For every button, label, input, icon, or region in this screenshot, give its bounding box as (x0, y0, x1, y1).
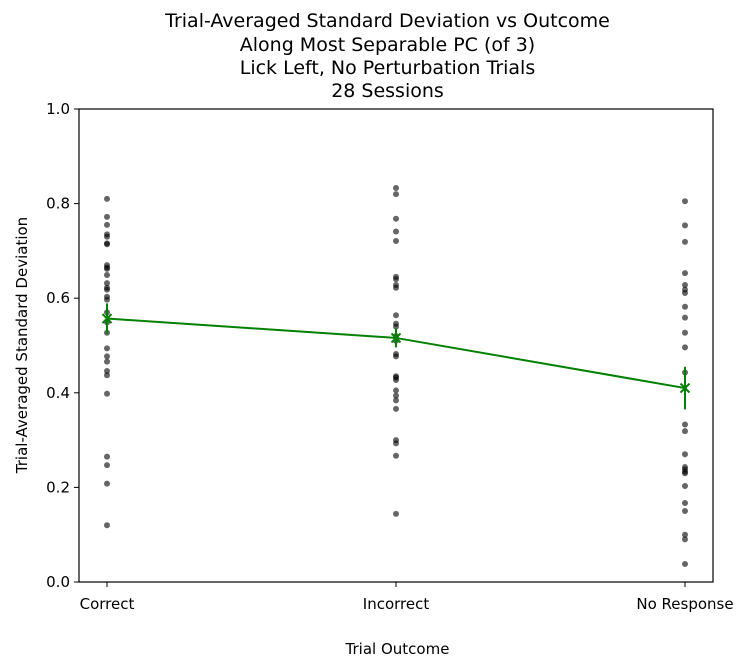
data-point (682, 428, 688, 435)
data-point (682, 482, 688, 489)
data-point (682, 500, 688, 507)
data-point (393, 353, 399, 360)
data-point (682, 314, 688, 321)
data-point (104, 241, 110, 248)
data-point (104, 390, 110, 397)
data-point (104, 345, 110, 352)
data-point (393, 184, 399, 191)
data-point (393, 276, 399, 283)
data-point (393, 284, 399, 291)
data-point (682, 508, 688, 515)
x-axis-label: Trial Outcome (345, 640, 450, 658)
data-point (682, 329, 688, 336)
data-point (682, 303, 688, 310)
data-point (393, 312, 399, 319)
data-point (104, 195, 110, 202)
data-point (682, 238, 688, 245)
data-point (104, 296, 110, 303)
data-point (393, 510, 399, 517)
data-point (393, 323, 399, 330)
data-point (682, 281, 688, 288)
data-point (393, 440, 399, 447)
chart-title-line-3: Lick Left, No Perturbation Trials (239, 57, 536, 79)
mean-marker (679, 382, 691, 394)
data-point (104, 462, 110, 469)
data-point (104, 265, 110, 272)
y-tick-label: 0.0 (46, 573, 70, 591)
data-point (682, 198, 688, 205)
data-point (393, 377, 399, 384)
data-point (393, 452, 399, 459)
data-point (393, 237, 399, 244)
data-point (393, 405, 399, 412)
x-tick-label: Incorrect (363, 595, 430, 613)
data-point (104, 453, 110, 460)
data-point (393, 387, 399, 394)
y-tick-label: 0.8 (46, 195, 70, 213)
data-point (393, 397, 399, 404)
y-axis-label: Trial-Averaged Standard Deviation (13, 216, 31, 474)
data-point (104, 233, 110, 240)
data-point (682, 531, 688, 538)
data-point (104, 353, 110, 360)
data-point (682, 470, 688, 477)
data-point (104, 213, 110, 220)
data-point (104, 480, 110, 487)
mean-marker (101, 313, 113, 324)
data-point (682, 421, 688, 428)
chart-title-line-1: Trial-Averaged Standard Deviation vs Out… (165, 10, 610, 32)
data-point (682, 222, 688, 229)
x-tick-label: Correct (80, 595, 135, 613)
data-point (682, 451, 688, 458)
y-tick-label: 0.2 (46, 478, 70, 496)
data-point (104, 372, 110, 379)
data-point (393, 191, 399, 198)
chart-title-line-4: 28 Sessions (331, 80, 444, 102)
data-point (682, 536, 688, 543)
y-tick-label: 1.0 (46, 100, 70, 118)
data-point (682, 289, 688, 296)
y-tick-label: 0.6 (46, 289, 70, 307)
chart-title-line-2: Along Most Separable PC (of 3) (239, 34, 536, 56)
data-point (682, 344, 688, 351)
x-tick-label: No Response (636, 595, 733, 613)
mean-marker (390, 332, 402, 344)
data-point (104, 286, 110, 293)
data-point (104, 522, 110, 529)
data-point (393, 392, 399, 399)
data-point (104, 221, 110, 228)
data-point (104, 368, 110, 375)
y-tick-label: 0.4 (46, 384, 70, 402)
data-point (682, 270, 688, 277)
data-point (393, 228, 399, 235)
data-point (104, 358, 110, 365)
data-point (393, 215, 399, 222)
data-point (104, 272, 110, 279)
data-point (682, 561, 688, 568)
data-point (104, 280, 110, 287)
